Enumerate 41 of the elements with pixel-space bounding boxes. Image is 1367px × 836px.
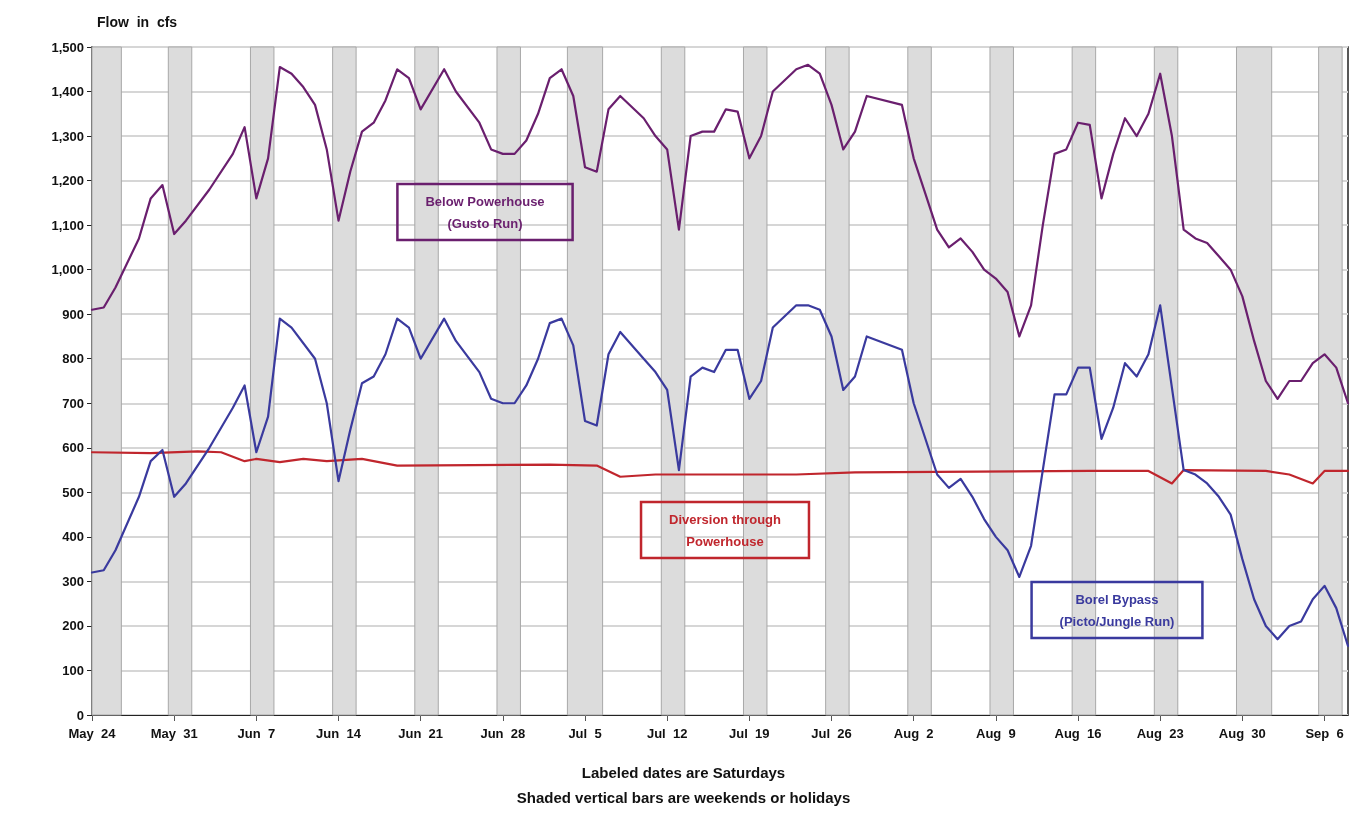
y-axis-title: Flow in cfs <box>97 14 178 30</box>
text: Diversion through Powerhouse <box>669 511 782 549</box>
y-tick-label: 100 <box>62 662 84 678</box>
y-tick-label: 1,100 <box>51 217 84 233</box>
line-series <box>90 304 1350 648</box>
y-tick-label: 1,300 <box>51 128 84 144</box>
x-tick-label: Aug 9 <box>975 726 1016 741</box>
x-tick-label: Aug 16 <box>1054 726 1102 741</box>
x-tick-label: Jun 28 <box>480 726 526 741</box>
x-tick-label: Aug 23 <box>1136 726 1184 741</box>
y-tick-label: 600 <box>62 440 84 456</box>
x-tick-label: Jun 7 <box>237 726 276 741</box>
y-tick-label: 1,400 <box>51 84 84 100</box>
x-tick-label: Jul 12 <box>646 726 688 741</box>
y-tick-label: 900 <box>62 306 84 322</box>
y-tick-label: 0 <box>76 707 84 723</box>
x-tick-label: May 31 <box>150 726 198 741</box>
x-tick-label: Aug 30 <box>1218 726 1266 741</box>
x-tick-label: Sep 6 <box>1305 726 1344 741</box>
x-axis-title: Labeled dates are Saturdays <box>581 764 786 781</box>
y-tick-label: 1,000 <box>51 262 84 278</box>
line-series <box>90 63 1350 405</box>
x-tick-label: Jun 21 <box>398 726 444 741</box>
x-tick-label: Aug 2 <box>893 726 934 741</box>
x-tick-label: May 24 <box>68 726 117 741</box>
x-tick-label: Jul 26 <box>811 726 852 741</box>
y-tick-label: 1,500 <box>51 39 84 55</box>
y-tick-label: 400 <box>62 529 84 545</box>
y-tick-label: 500 <box>62 484 84 500</box>
y-tick-label: 700 <box>62 395 84 411</box>
text: Shaded vertical bars are weekends or holidays <box>516 789 851 806</box>
x-tick-label: Jul 5 <box>568 726 602 741</box>
text: Below Powerhouse (Gusto Run) <box>425 193 545 231</box>
line-series <box>90 450 1350 485</box>
x-tick-label: Jun 14 <box>316 726 362 741</box>
x-tick-label: Jul 19 <box>729 726 770 741</box>
text: Borel Bypass (Picto/Jungle Run) <box>1059 591 1175 629</box>
y-tick-label: 800 <box>62 351 84 367</box>
y-tick-label: 1,200 <box>51 173 84 189</box>
y-tick-label: 200 <box>62 618 84 634</box>
y-tick-label: 300 <box>62 573 84 589</box>
